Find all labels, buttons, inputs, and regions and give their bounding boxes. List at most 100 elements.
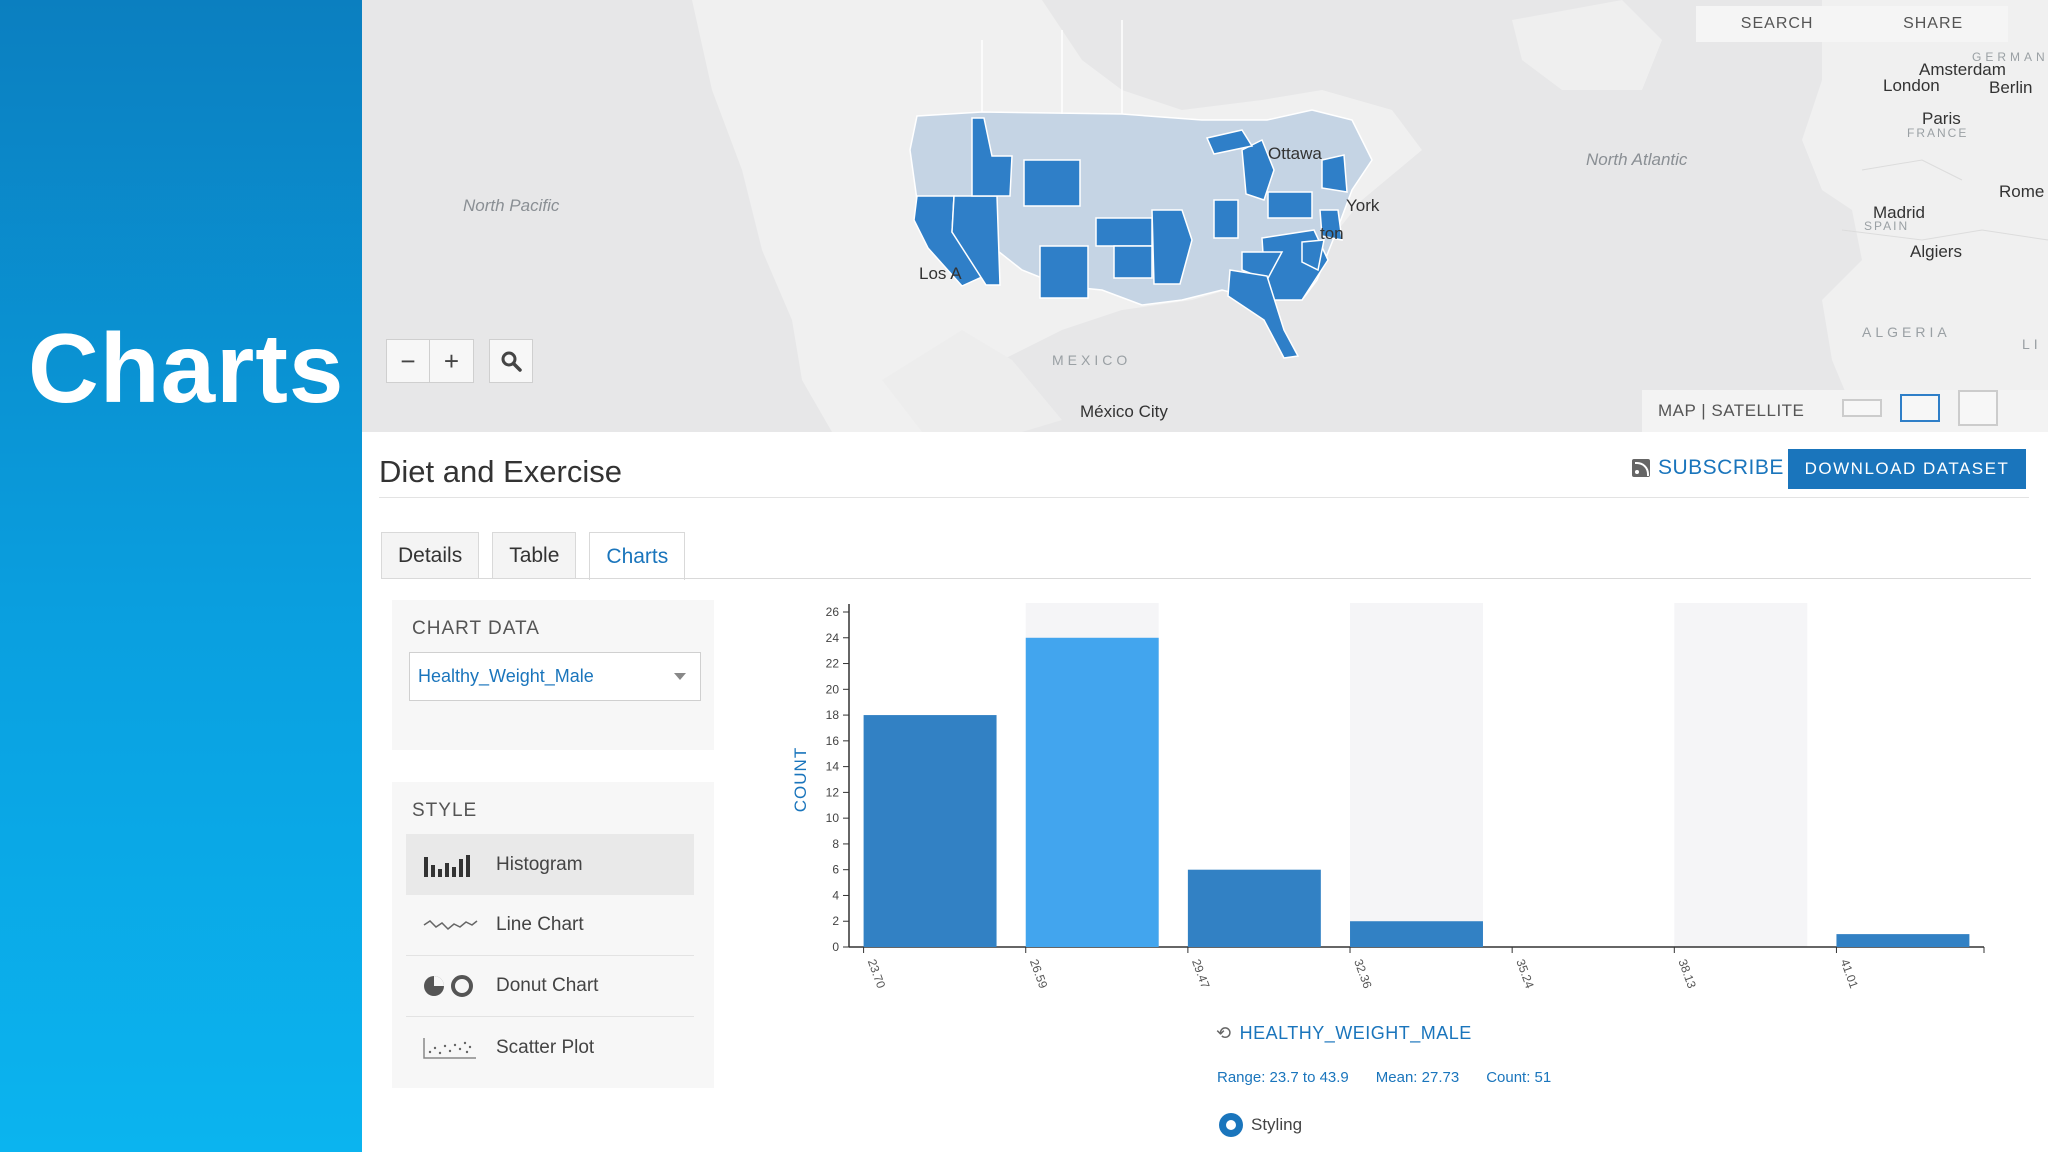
chart-data-label: CHART DATA (412, 618, 540, 639)
map-size-medium-option[interactable] (1900, 394, 1940, 422)
styling-label: Styling (1251, 1115, 1303, 1134)
dataset-title: Diet and Exercise (379, 454, 622, 489)
style-option-line-chart[interactable]: Line Chart (406, 895, 694, 956)
magnifier-icon (501, 351, 522, 372)
chart-band (1350, 603, 1483, 947)
map-label-los-angeles: Los A (919, 264, 962, 283)
slide-title: Charts (28, 313, 345, 423)
map-share-button[interactable]: SHARE (1903, 15, 1964, 32)
tabs-divider (381, 578, 2031, 579)
x-tick-label: 23.70 (865, 957, 889, 990)
map-top-toolbar: SEARCH SHARE (1696, 6, 2008, 42)
map-label-rome: Rome (1999, 182, 2045, 201)
histogram-icon (422, 852, 478, 878)
subscribe-label[interactable]: SUBSCRIBE (1658, 456, 1784, 479)
chart-style-list: Histogram Line Chart Don (406, 834, 694, 1078)
stat-range: Range: 23.7 to 43.9 (1217, 1069, 1349, 1086)
map-view[interactable]: North Pacific North Atlantic Ottawa York… (362, 0, 2048, 432)
map-label-germany: GERMANY (1972, 50, 2048, 64)
zoom-controls: − + (386, 339, 474, 383)
style-option-histogram[interactable]: Histogram (406, 834, 694, 895)
style-option-label: Scatter Plot (496, 1036, 595, 1058)
y-tick-label: 6 (832, 863, 839, 877)
map-label-north-atlantic: North Atlantic (1586, 150, 1688, 169)
x-tick-label: 26.59 (1027, 957, 1051, 990)
chart-field-name[interactable]: ⟲ HEALTHY_WEIGHT_MALE (1216, 1023, 1472, 1044)
tab-table[interactable]: Table (492, 532, 577, 579)
slide-banner: Charts (0, 0, 362, 1152)
map-label-france: FRANCE (1907, 126, 1969, 140)
highlighted-states (913, 117, 1348, 359)
chart-styling-link[interactable]: Styling (1219, 1113, 1302, 1137)
tab-details[interactable]: Details (381, 532, 480, 579)
map-label-mexico-city: México City (1080, 402, 1168, 421)
basemap-toggle-label[interactable]: MAP | SATELLITE (1658, 401, 1805, 420)
y-axis-label: COUNT (791, 747, 810, 812)
map-search-button[interactable]: SEARCH (1740, 15, 1814, 32)
y-tick-label: 18 (826, 708, 840, 722)
style-option-label: Line Chart (496, 914, 584, 935)
style-option-label: Histogram (496, 853, 583, 875)
stat-mean: Mean: 27.73 (1375, 1069, 1460, 1086)
histogram-bar (1836, 934, 1970, 947)
map-label-madrid: Madrid (1873, 203, 1925, 222)
y-tick-label: 24 (826, 631, 840, 645)
map-label-new-york: York (1346, 196, 1380, 215)
y-tick-label: 26 (826, 605, 840, 619)
histogram-bar (1025, 637, 1159, 947)
x-tick-label: 38.13 (1675, 957, 1699, 990)
style-option-label: Donut Chart (496, 975, 599, 996)
chevron-down-icon (674, 673, 686, 680)
chart-style-panel: STYLE Histogram (392, 782, 714, 1088)
y-tick-label: 16 (826, 734, 840, 748)
map-size-small-option[interactable] (1842, 399, 1882, 417)
histogram-bar (863, 715, 997, 947)
style-option-donut-chart[interactable]: Donut Chart (406, 956, 694, 1017)
chart-field-label: HEALTHY_WEIGHT_MALE (1239, 1023, 1472, 1043)
y-tick-label: 4 (832, 888, 839, 902)
y-tick-label: 8 (832, 837, 839, 851)
style-label: STYLE (412, 800, 478, 821)
map-label-spain: SPAIN (1864, 219, 1910, 233)
y-tick-label: 12 (826, 785, 840, 799)
map-label-london: London (1883, 76, 1940, 95)
zoom-in-button[interactable]: + (430, 339, 474, 383)
y-tick-label: 14 (826, 760, 840, 774)
map-label-libya-fragment: LI (2022, 336, 2042, 352)
x-tick-label: 35.24 (1513, 957, 1537, 990)
dataset-tabs: Details Table Charts (381, 532, 686, 580)
map-size-large-option[interactable] (1958, 390, 1998, 426)
y-tick-label: 22 (826, 657, 840, 671)
scatter-plot-icon (422, 1035, 478, 1061)
header-divider (379, 497, 2029, 498)
zoom-out-button[interactable]: − (386, 339, 430, 383)
line-chart-icon (422, 912, 478, 938)
style-option-scatter-plot[interactable]: Scatter Plot (406, 1017, 694, 1078)
histogram-bar (1350, 921, 1483, 947)
subscribe-link[interactable]: SUBSCRIBE (1632, 456, 1784, 480)
download-dataset-button[interactable]: DOWNLOAD DATASET (1788, 449, 2026, 489)
stat-count: Count: 51 (1486, 1069, 1552, 1086)
map-label-algiers: Algiers (1910, 242, 1962, 261)
map-search-icon-button[interactable] (489, 339, 533, 383)
x-tick-label: 29.47 (1189, 957, 1213, 990)
donut-chart-icon (422, 973, 478, 999)
map-label-amsterdam: Amsterdam (1919, 60, 2006, 79)
y-tick-label: 2 (832, 914, 839, 928)
x-tick-label: 41.01 (1838, 957, 1862, 990)
chart-data-panel: CHART DATA Healthy_Weight_Male (392, 600, 714, 750)
y-tick-label: 10 (826, 811, 840, 825)
map-label-paris: Paris (1922, 109, 1961, 128)
map-label-boston: ton (1320, 224, 1344, 243)
histogram-bar (1187, 869, 1321, 947)
map-label-ottawa: Ottawa (1268, 144, 1322, 163)
refresh-icon[interactable]: ⟲ (1216, 1023, 1232, 1043)
app-window: North Pacific North Atlantic Ottawa York… (362, 0, 2048, 1152)
styling-icon (1219, 1113, 1243, 1137)
map-basemap (692, 0, 2048, 432)
chart-field-select[interactable]: Healthy_Weight_Male (409, 652, 701, 701)
rss-icon (1632, 459, 1650, 477)
tab-charts[interactable]: Charts (589, 532, 686, 580)
